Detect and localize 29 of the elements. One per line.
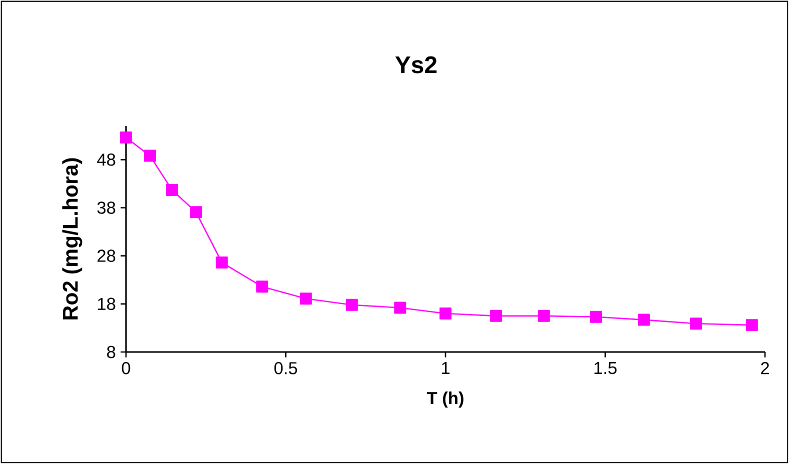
point — [490, 310, 502, 322]
point — [538, 310, 550, 322]
x-tick-label: 1 — [442, 362, 450, 374]
y-tick-label: 48 — [97, 154, 116, 166]
point — [638, 314, 650, 326]
point — [690, 318, 702, 330]
point — [120, 132, 132, 144]
x-tick-label: 2 — [761, 362, 769, 374]
point — [394, 302, 406, 314]
point — [300, 292, 312, 305]
point — [190, 206, 202, 218]
x-tick-label: 0.5 — [274, 362, 298, 374]
point — [346, 298, 358, 311]
point — [144, 150, 156, 162]
point — [166, 184, 178, 196]
x-tick-label: 0 — [122, 362, 130, 374]
y-tick-label: 8 — [107, 346, 116, 358]
point — [440, 308, 452, 320]
point — [256, 280, 268, 293]
y-tick-label: 28 — [98, 250, 116, 262]
x-tick-label: 1.5 — [594, 362, 617, 374]
point — [216, 256, 228, 269]
x-axis-title: T (h) — [426, 391, 464, 408]
point — [590, 310, 602, 323]
chart-title: Ys2 — [395, 56, 437, 74]
y-tick-label: 38 — [97, 202, 116, 214]
y-tick-label: 18 — [98, 298, 116, 310]
y-axis-title: Ro2 (mg/L.hora) — [62, 158, 82, 320]
point — [746, 319, 758, 332]
